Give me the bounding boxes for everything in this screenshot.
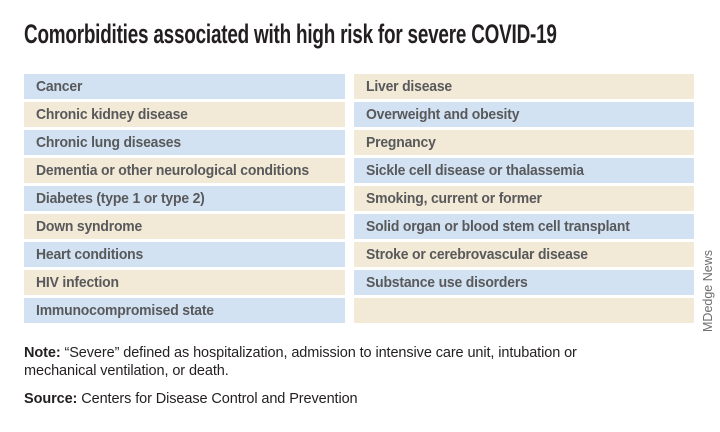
row-label: Stroke or cerebrovascular disease — [366, 246, 588, 263]
row-label: Smoking, current or former — [366, 190, 542, 207]
table-row: Cancer — [24, 74, 345, 99]
row-label: Sickle cell disease or thalassemia — [366, 162, 584, 179]
row-label: Diabetes (type 1 or type 2) — [36, 190, 205, 207]
row-label: Pregnancy — [366, 134, 436, 151]
table-row: Liver disease — [354, 74, 694, 99]
row-label: Substance use disorders — [366, 274, 528, 291]
row-label: Chronic kidney disease — [36, 106, 188, 123]
table-row: Stroke or cerebrovascular disease — [354, 242, 694, 267]
credit-vertical: MDedge News — [701, 250, 715, 332]
table-row: Heart conditions — [24, 242, 345, 267]
note: Note: “Severe” defined as hospitalizatio… — [24, 344, 646, 380]
table-row-empty — [354, 298, 694, 323]
table-column-left: Cancer Chronic kidney disease Chronic lu… — [24, 74, 345, 323]
table-row: Substance use disorders — [354, 270, 694, 295]
row-label: Heart conditions — [36, 246, 144, 263]
note-label: Note: — [24, 345, 61, 361]
page-title: Comorbidities associated with high risk … — [24, 19, 557, 49]
note-text: “Severe” defined as hospitalization, adm… — [24, 345, 577, 379]
table-column-right: Liver disease Overweight and obesity Pre… — [354, 74, 694, 323]
row-label: HIV infection — [36, 274, 119, 291]
table-row: HIV infection — [24, 270, 345, 295]
table-row: Sickle cell disease or thalassemia — [354, 158, 694, 183]
table-row: Solid organ or blood stem cell transplan… — [354, 214, 694, 239]
row-label: Cancer — [36, 78, 83, 95]
row-label: Chronic lung diseases — [36, 134, 181, 151]
row-label: Dementia or other neurological condition… — [36, 162, 309, 179]
row-label: Overweight and obesity — [366, 106, 520, 123]
source-label: Source: — [24, 391, 78, 407]
row-label: Immunocompromised state — [36, 302, 214, 319]
table-row: Chronic kidney disease — [24, 102, 345, 127]
table-row: Pregnancy — [354, 130, 694, 155]
source: Source: Centers for Disease Control and … — [24, 390, 358, 408]
table-row: Dementia or other neurological condition… — [24, 158, 345, 183]
row-label: Liver disease — [366, 78, 452, 95]
comorbidity-table: Cancer Chronic kidney disease Chronic lu… — [24, 74, 694, 323]
table-row: Down syndrome — [24, 214, 345, 239]
table-row: Smoking, current or former — [354, 186, 694, 211]
table-row: Chronic lung diseases — [24, 130, 345, 155]
table-row: Immunocompromised state — [24, 298, 345, 323]
row-label: Down syndrome — [36, 218, 143, 235]
row-label: Solid organ or blood stem cell transplan… — [366, 218, 630, 235]
source-text: Centers for Disease Control and Preventi… — [81, 391, 358, 407]
table-row: Overweight and obesity — [354, 102, 694, 127]
table-row: Diabetes (type 1 or type 2) — [24, 186, 345, 211]
